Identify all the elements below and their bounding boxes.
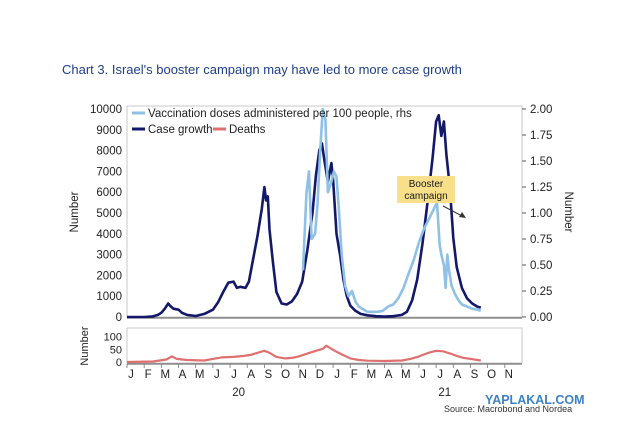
legend: Vaccination doses administered per 100 p…: [132, 108, 412, 136]
month-label: F: [145, 369, 152, 381]
source-note: Source: Macrobond and Nordea: [444, 404, 572, 414]
right-tick-label: 1.75: [530, 130, 552, 142]
right-tick-label: 1.50: [530, 156, 552, 168]
bottom-tick-label: 50: [110, 344, 122, 356]
right-axis-ticks: 0.00 0.25 0.50 0.75 1.00 1.25 1.50 1.75 2.00: [522, 104, 552, 324]
year-label: 21: [438, 387, 451, 399]
left-tick-label: 8000: [96, 146, 122, 158]
month-label: F: [351, 369, 358, 381]
bottom-axis-title: Number: [79, 326, 91, 365]
month-label: J: [231, 369, 237, 381]
series-line-vaccination: [301, 107, 482, 314]
left-tick-label: 6000: [96, 187, 122, 199]
bottom-tick-label: 100: [104, 332, 122, 344]
annotation-line-1: Booster: [409, 179, 444, 190]
month-label: O: [487, 369, 496, 381]
left-axis-ticks: 0 1000 2000 3000 4000 5000 6000 7000 8000 9000 100…: [90, 104, 122, 324]
month-label: M: [195, 369, 205, 381]
left-tick-label: 10000: [90, 104, 122, 116]
annotation-line-2: campaign: [404, 191, 447, 202]
right-tick-label: 1.00: [530, 208, 552, 220]
month-label: J: [334, 369, 340, 381]
left-axis-title: Number: [69, 191, 81, 232]
series-layer: [126, 107, 482, 364]
legend-label-deaths: Deaths: [229, 124, 266, 136]
month-label: J: [420, 369, 426, 381]
left-tick-label: 4000: [96, 229, 122, 241]
month-label: A: [247, 369, 255, 381]
month-label: J: [437, 369, 443, 381]
annotation-arrow-head: [459, 212, 466, 218]
month-label: N: [299, 369, 307, 381]
right-tick-label: 1.25: [530, 182, 552, 194]
annotation-box: [397, 176, 455, 203]
left-tick-label: 0: [116, 312, 122, 324]
legend-label-vaccination: Vaccination doses administered per 100 p…: [148, 108, 412, 120]
right-axis-title: Number: [562, 192, 574, 233]
month-label: M: [367, 369, 377, 381]
month-label: S: [265, 369, 273, 381]
month-label: M: [401, 369, 411, 381]
month-label: M: [161, 369, 171, 381]
month-label: A: [453, 369, 461, 381]
left-tick-label: 2000: [96, 270, 122, 282]
top-panel-frame: [126, 105, 523, 318]
left-tick-label: 1000: [96, 291, 122, 303]
booster-annotation: Booster campaign: [397, 176, 466, 218]
right-tick-label: 0.00: [530, 312, 552, 324]
chart-title: Chart 3. Israel's booster campaign may h…: [62, 62, 462, 77]
month-label: J: [128, 369, 134, 381]
left-tick-label: 5000: [96, 208, 122, 220]
bottom-tick-label: 0: [116, 357, 122, 369]
legend-label-case-growth: Case growth: [148, 124, 213, 136]
series-line-deaths: [126, 344, 481, 364]
right-tick-label: 0.50: [530, 260, 552, 272]
month-label: S: [471, 369, 479, 381]
month-label: J: [214, 369, 220, 381]
year-label: 20: [232, 387, 245, 399]
month-label: N: [505, 369, 513, 381]
right-tick-label: 0.25: [530, 286, 552, 298]
left-tick-label: 9000: [96, 125, 122, 137]
x-axis-year-labels: 20 21: [232, 387, 451, 399]
watermark: YAPLAKAL.COM: [485, 393, 585, 407]
bottom-panel-frame: [126, 327, 523, 364]
series-line-case-growth: [127, 113, 482, 319]
month-label: D: [316, 369, 324, 381]
left-tick-label: 3000: [96, 250, 122, 262]
month-label: A: [179, 369, 187, 381]
month-label: A: [385, 369, 393, 381]
right-tick-label: 0.75: [530, 234, 552, 246]
right-tick-label: 2.00: [530, 104, 552, 116]
left-tick-label: 7000: [96, 166, 122, 178]
month-label: O: [281, 369, 290, 381]
